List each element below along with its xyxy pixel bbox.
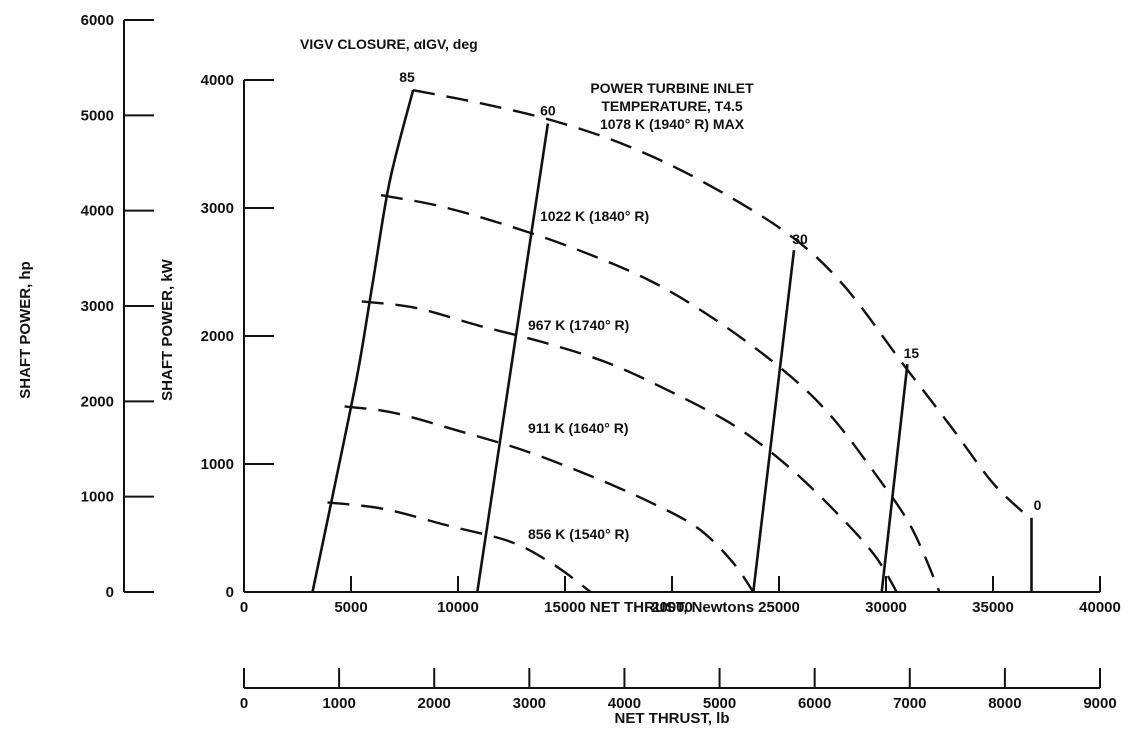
igv-line-15 [880, 364, 909, 593]
igv-line-85 [311, 89, 415, 593]
x-axis-title: NET THRUST, Newtons [590, 599, 754, 616]
temperature-label-2: 967 K (1740° R) [528, 317, 629, 333]
x2-tick-label-8000: 8000 [988, 695, 1021, 712]
x-tick-label-35000: 35000 [972, 599, 1014, 616]
x2-tick-label-4000: 4000 [608, 695, 641, 712]
x-tick-label-30000: 30000 [865, 599, 907, 616]
igv-line-60 [476, 123, 550, 593]
igv-label-15: 15 [904, 345, 920, 361]
temperature-series-group [327, 89, 1031, 593]
x-ticks-lb: 0 1000 2000 3000 4000 5000 6000 7000 8000 9000 [240, 668, 1117, 712]
temperature-line-0 [412, 89, 1031, 519]
igv-label-85: 85 [399, 69, 415, 85]
temperature-line-3 [344, 405, 755, 593]
igv-closure-title: VIGV CLOSURE, αIGV, deg [300, 36, 478, 52]
y-ticks-hp: 0 1000 2000 3000 4000 5000 6000 [81, 12, 154, 601]
temp-title-line3: 1078 K (1940° R) MAX [600, 116, 745, 132]
igv-series-group [311, 89, 1033, 593]
temp-title-line2: TEMPERATURE, T4.5 [601, 98, 743, 114]
temperature-label-1: 1022 K (1840° R) [540, 208, 649, 224]
x2-tick-label-9000: 9000 [1083, 695, 1116, 712]
y-axis-title: SHAFT POWER, kW [159, 258, 176, 401]
x2-axis-title: NET THRUST, lb [615, 710, 730, 727]
x-tick-label-25000: 25000 [758, 599, 800, 616]
x-tick-label-40000: 40000 [1079, 599, 1121, 616]
x2-tick-label-6000: 6000 [798, 695, 831, 712]
y-tick-label-0: 0 [226, 584, 234, 601]
y2-tick-label-4000: 4000 [81, 203, 114, 220]
igv-label-30: 30 [792, 231, 808, 247]
y2-tick-label-2000: 2000 [81, 393, 114, 410]
y-tick-label-1000: 1000 [201, 456, 234, 473]
temp-title-line1: POWER TURBINE INLET [590, 80, 754, 96]
y2-tick-label-6000: 6000 [81, 12, 114, 29]
x2-tick-label-2000: 2000 [418, 695, 451, 712]
x-tick-label-10000: 10000 [437, 599, 479, 616]
x-tick-label-20000: 20000 [651, 599, 693, 616]
igv-line-30 [752, 250, 796, 593]
x2-tick-label-3000: 3000 [513, 695, 546, 712]
y-tick-label-4000: 4000 [201, 72, 234, 89]
x2-tick-label-5000: 5000 [703, 695, 736, 712]
x-ticks-newtons: 0 5000 10000 15000 20000 25000 30000 35000 40000 [240, 576, 1121, 616]
x2-tick-label-1000: 1000 [322, 695, 355, 712]
x2-tick-label-0: 0 [240, 695, 248, 712]
y-tick-label-3000: 3000 [201, 200, 234, 217]
temperature-line-1 [380, 194, 941, 593]
y2-tick-label-5000: 5000 [81, 107, 114, 124]
temperature-line-4 [327, 501, 592, 593]
x-tick-label-15000: 15000 [544, 599, 586, 616]
y-ticks-kw: 0 1000 2000 3000 4000 [201, 72, 274, 601]
x2-tick-label-7000: 7000 [893, 695, 926, 712]
y2-tick-label-3000: 3000 [81, 298, 114, 315]
y2-axis-title: SHAFT POWER, hp [17, 261, 34, 399]
y-tick-label-2000: 2000 [201, 328, 234, 345]
temperature-label-3: 911 K (1640° R) [528, 420, 629, 436]
y2-tick-label-1000: 1000 [81, 489, 114, 506]
temperature-line-2 [361, 300, 898, 593]
x-tick-label-5000: 5000 [334, 599, 367, 616]
igv-label-60: 60 [540, 103, 556, 119]
series-labels-group: 1022 K (1840° R) 967 K (1740° R) 911 K (16… [399, 69, 1041, 542]
x-tick-label-0: 0 [240, 599, 248, 616]
igv-label-0: 0 [1034, 497, 1042, 513]
temperature-label-4: 856 K (1540° R) [528, 526, 629, 542]
y2-tick-label-0: 0 [106, 584, 114, 601]
